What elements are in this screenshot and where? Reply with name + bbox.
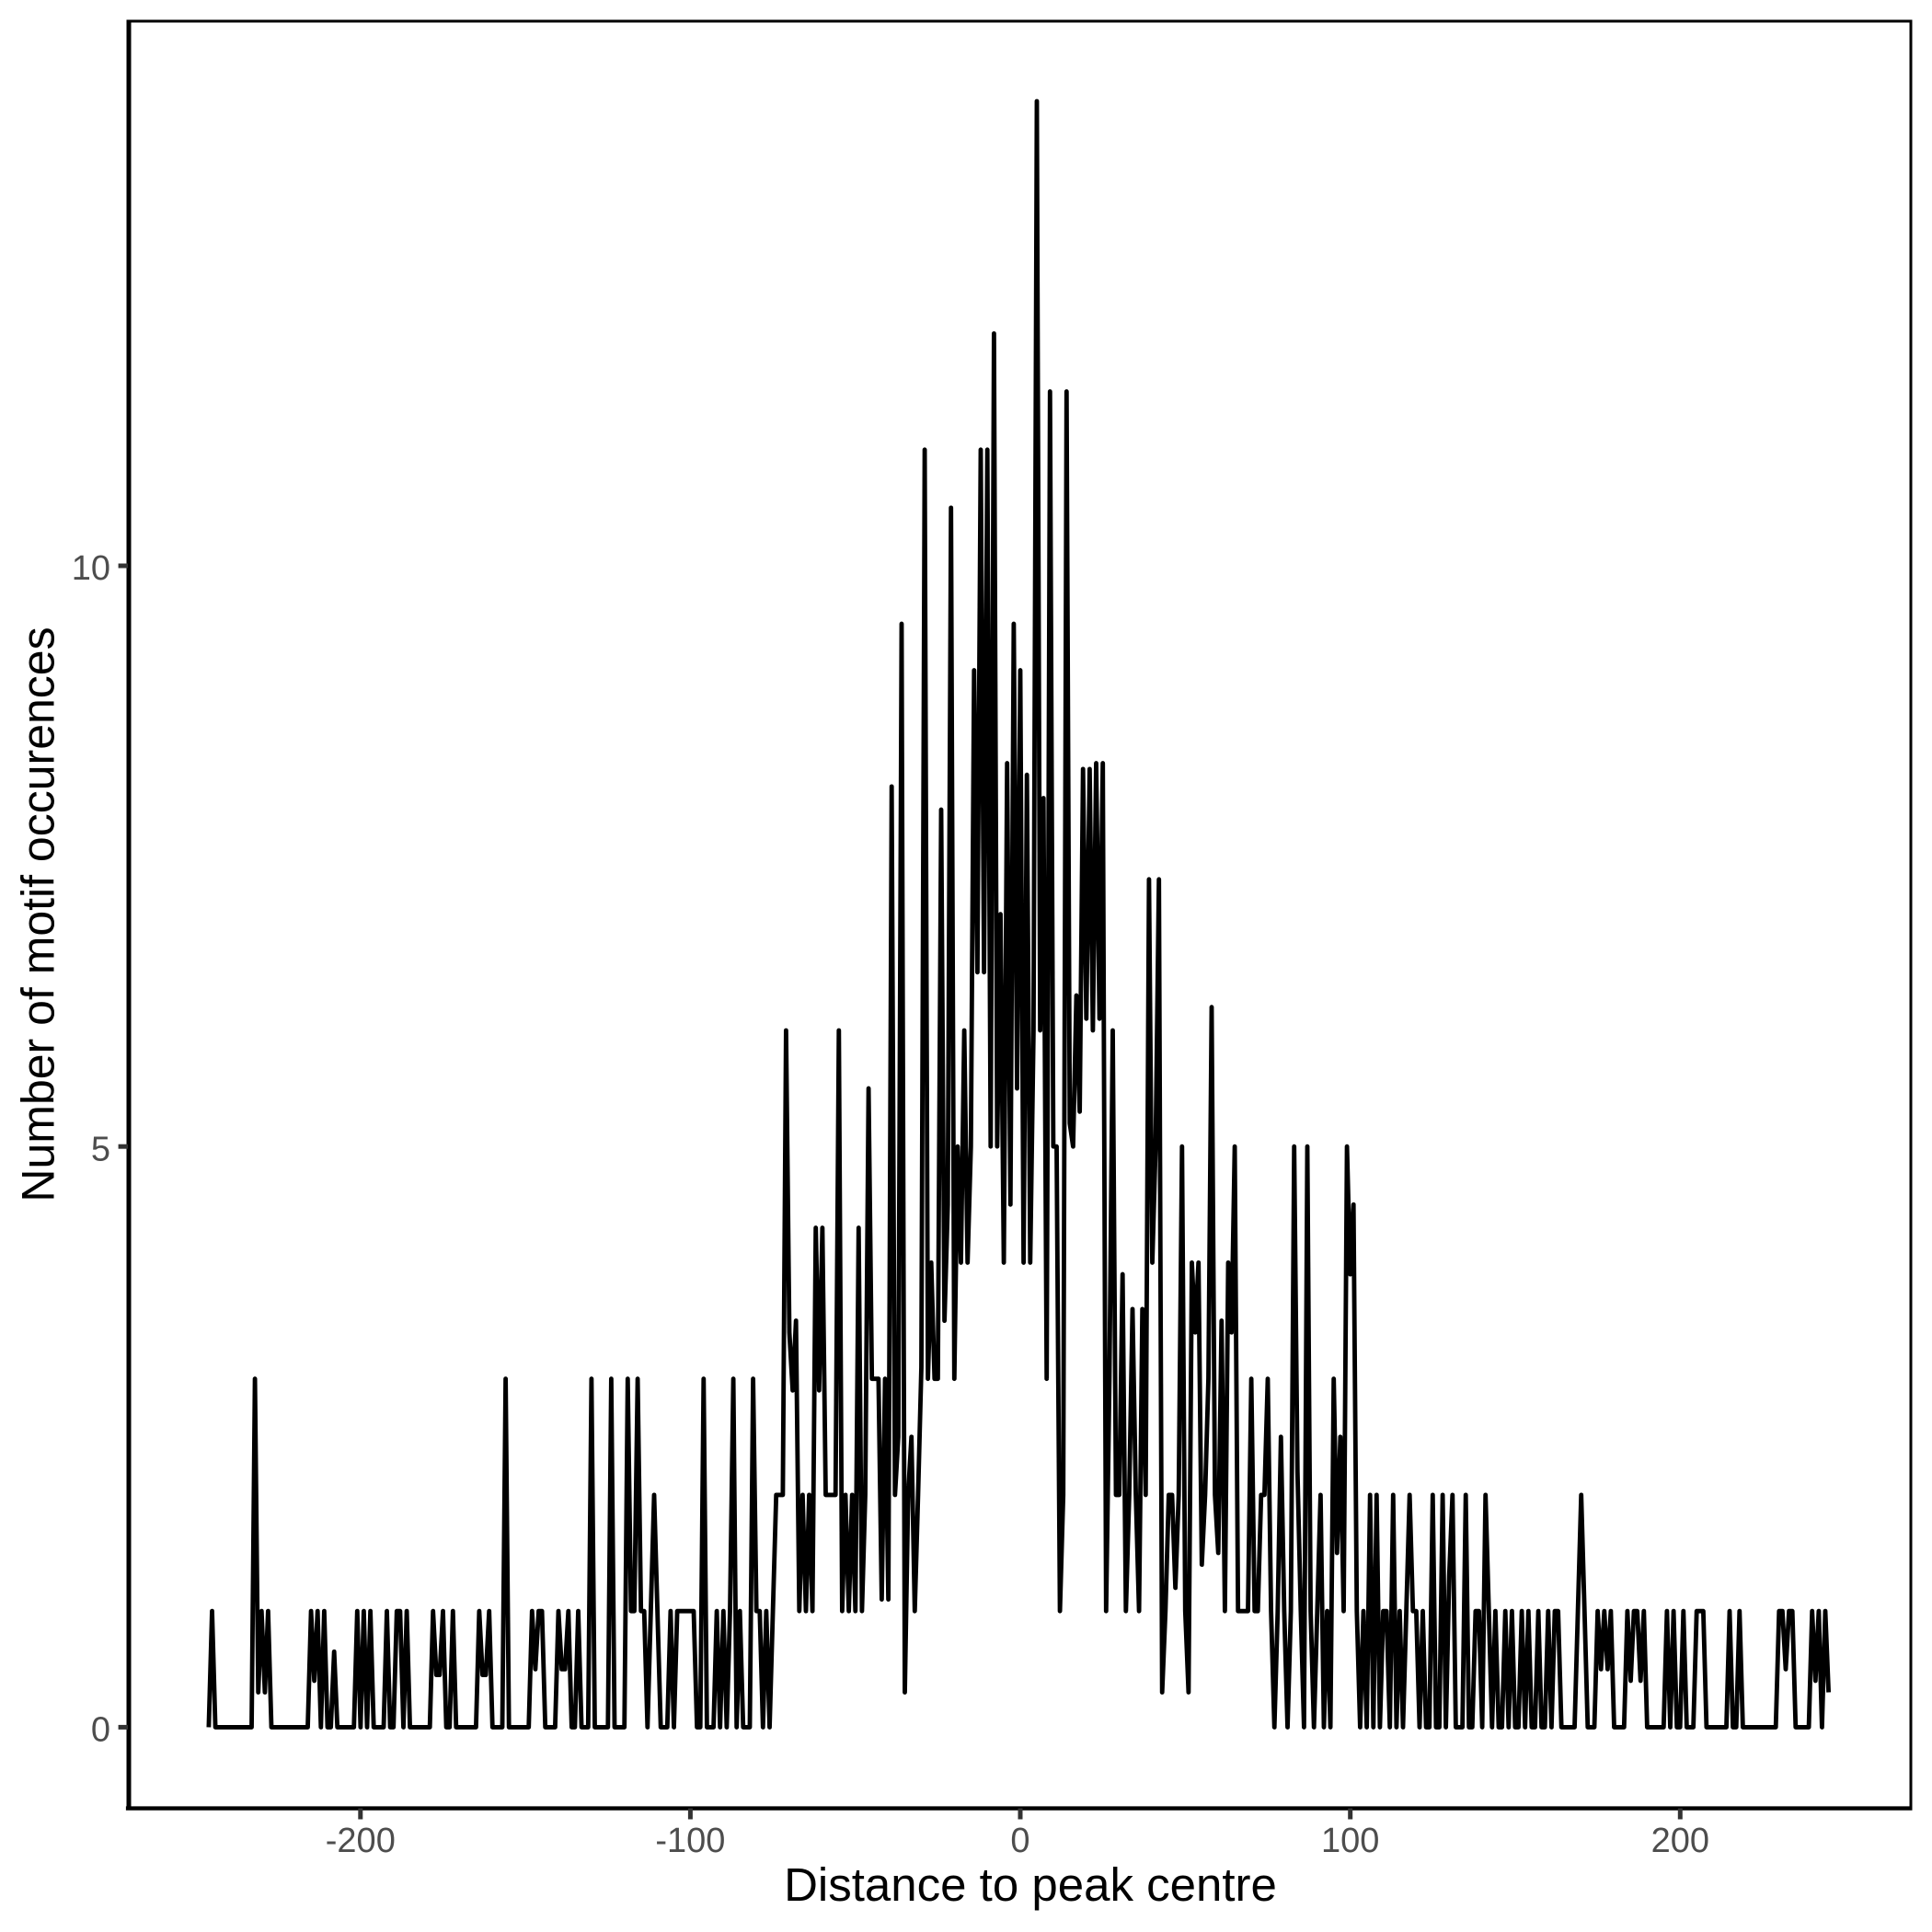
svg-text:5: 5: [91, 1130, 110, 1168]
svg-text:Number of motif occurences: Number of motif occurences: [13, 627, 64, 1202]
svg-text:0: 0: [91, 1711, 110, 1750]
svg-text:200: 200: [1651, 1822, 1709, 1860]
svg-text:-200: -200: [326, 1822, 396, 1860]
svg-text:Distance to peak centre: Distance to peak centre: [784, 1858, 1277, 1911]
svg-text:100: 100: [1321, 1822, 1379, 1860]
svg-text:-100: -100: [655, 1822, 725, 1860]
svg-text:10: 10: [72, 549, 110, 588]
svg-text:0: 0: [1010, 1822, 1029, 1860]
